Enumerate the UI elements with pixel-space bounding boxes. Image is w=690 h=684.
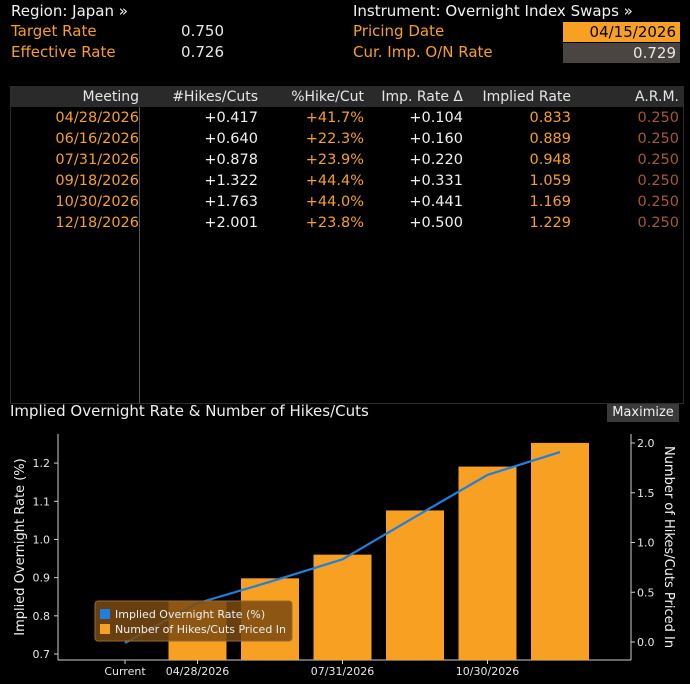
- cell-delta: +0.220: [409, 152, 463, 168]
- cell-meeting: 12/18/2026: [55, 215, 139, 231]
- table-row[interactable]: 12/18/2026 +2.001 +23.8% +0.500 1.229 0.250: [11, 213, 683, 234]
- col-header-implied[interactable]: Implied Rate: [482, 89, 571, 105]
- legend-label-line: Implied Overnight Rate (%): [115, 608, 265, 621]
- cur-imp-rate-field: 0.729: [563, 43, 680, 63]
- right-tick-label: 2.0: [637, 437, 655, 450]
- cell-hikes: +0.640: [204, 131, 258, 147]
- cell-pct: +22.3%: [305, 131, 364, 147]
- hikes-bar: [531, 442, 589, 660]
- cell-implied: 0.889: [529, 131, 571, 147]
- cell-arm: 0.250: [637, 173, 679, 189]
- legend-swatch-line: [100, 609, 110, 619]
- cell-meeting: 09/18/2026: [55, 173, 139, 189]
- cell-arm: 0.250: [637, 194, 679, 210]
- left-axis-title: Implied Overnight Rate (%): [13, 458, 28, 635]
- hikes-bar: [386, 510, 444, 660]
- right-tick-label: 0.5: [637, 586, 655, 599]
- cell-delta: +0.331: [409, 173, 463, 189]
- cell-implied: 0.948: [529, 152, 571, 168]
- table-row[interactable]: 10/30/2026 +1.763 +44.0% +0.441 1.169 0.250: [11, 192, 683, 213]
- right-tick-label: 1.5: [637, 487, 655, 500]
- col-header-arm[interactable]: A.R.M.: [635, 89, 679, 105]
- cell-arm: 0.250: [637, 131, 679, 147]
- cell-arm: 0.250: [637, 110, 679, 126]
- cell-hikes: +1.763: [204, 194, 258, 210]
- cell-pct: +41.7%: [305, 110, 364, 126]
- cell-implied: 0.833: [529, 110, 571, 126]
- left-tick-label: 1.1: [33, 495, 51, 508]
- maximize-button[interactable]: Maximize: [607, 404, 679, 422]
- col-header-pct[interactable]: %Hike/Cut: [291, 89, 364, 105]
- legend-label-bar: Number of Hikes/Cuts Priced In: [115, 623, 286, 636]
- table-row[interactable]: 09/18/2026 +1.322 +44.4% +0.331 1.059 0.250: [11, 171, 683, 192]
- cell-implied: 1.229: [529, 215, 571, 231]
- cell-hikes: +0.878: [204, 152, 258, 168]
- x-tick-label: 04/28/2026: [166, 665, 229, 678]
- col-header-meeting[interactable]: Meeting: [82, 89, 139, 105]
- region-selector[interactable]: Region: Japan »: [11, 2, 128, 20]
- col-header-delta[interactable]: Imp. Rate Δ: [381, 89, 463, 105]
- hikes-bar: [313, 554, 372, 660]
- pricing-date-label: Pricing Date: [353, 22, 445, 40]
- cell-pct: +44.4%: [305, 173, 364, 189]
- cell-pct: +23.8%: [305, 215, 364, 231]
- cell-pct: +44.0%: [305, 194, 364, 210]
- left-tick-label: 1.2: [33, 457, 51, 470]
- cell-arm: 0.250: [637, 152, 679, 168]
- cell-hikes: +2.001: [204, 215, 258, 231]
- cell-meeting: 10/30/2026: [55, 194, 139, 210]
- table-row[interactable]: 04/28/2026 +0.417 +41.7% +0.104 0.833 0.250: [11, 108, 683, 129]
- cell-hikes: +0.417: [204, 110, 258, 126]
- cell-delta: +0.441: [409, 194, 463, 210]
- x-tick-label: 07/31/2026: [311, 665, 374, 678]
- left-tick-label: 0.9: [33, 572, 51, 585]
- cell-implied: 1.059: [529, 173, 571, 189]
- left-tick-label: 0.7: [33, 648, 51, 661]
- chart-area: 0.7 0.8 0.9 1.0 1.1 1.2 0.0 0.5 1.0 1.5 2.0 Current…: [13, 434, 676, 678]
- legend-swatch-bar: [100, 624, 110, 634]
- table-header: Meeting #Hikes/Cuts %Hike/Cut Imp. Rate …: [11, 87, 683, 107]
- cell-hikes: +1.322: [204, 173, 258, 189]
- instrument-selector[interactable]: Instrument: Overnight Index Swaps »: [353, 2, 633, 20]
- cell-pct: +23.9%: [305, 152, 364, 168]
- hikes-bar: [458, 466, 517, 660]
- target-rate-label: Target Rate: [11, 22, 97, 40]
- cell-delta: +0.104: [409, 110, 463, 126]
- cell-meeting: 06/16/2026: [55, 131, 139, 147]
- table-row[interactable]: 07/31/2026 +0.878 +23.9% +0.220 0.948 0.250: [11, 150, 683, 171]
- x-tick-label: Current: [104, 665, 146, 678]
- cell-implied: 1.169: [529, 194, 571, 210]
- x-tick-label: 10/30/2026: [456, 665, 519, 678]
- cell-arm: 0.250: [637, 215, 679, 231]
- left-tick-label: 0.8: [33, 610, 51, 623]
- meetings-table: Meeting #Hikes/Cuts %Hike/Cut Imp. Rate …: [10, 86, 684, 404]
- right-tick-label: 1.0: [637, 537, 655, 550]
- cell-meeting: 07/31/2026: [55, 152, 139, 168]
- chart-legend: [94, 600, 293, 642]
- left-tick-label: 1.0: [33, 533, 51, 546]
- cell-delta: +0.500: [409, 215, 463, 231]
- table-row[interactable]: 06/16/2026 +0.640 +22.3% +0.160 0.889 0.250: [11, 129, 683, 150]
- col-header-hikes[interactable]: #Hikes/Cuts: [172, 89, 258, 105]
- cur-imp-rate-label: Cur. Imp. O/N Rate: [353, 43, 493, 61]
- cell-delta: +0.160: [409, 131, 463, 147]
- right-tick-label: 0.0: [637, 636, 655, 649]
- effective-rate-value: 0.726: [181, 43, 224, 61]
- column-divider: [139, 107, 140, 403]
- target-rate-value: 0.750: [181, 22, 224, 40]
- effective-rate-label: Effective Rate: [11, 43, 116, 61]
- right-axis-title: Number of Hikes/Cuts Priced In: [661, 446, 676, 648]
- pricing-date-input[interactable]: 04/15/2026: [563, 22, 680, 42]
- cell-meeting: 04/28/2026: [55, 110, 139, 126]
- chart-title: Implied Overnight Rate & Number of Hikes…: [10, 402, 369, 420]
